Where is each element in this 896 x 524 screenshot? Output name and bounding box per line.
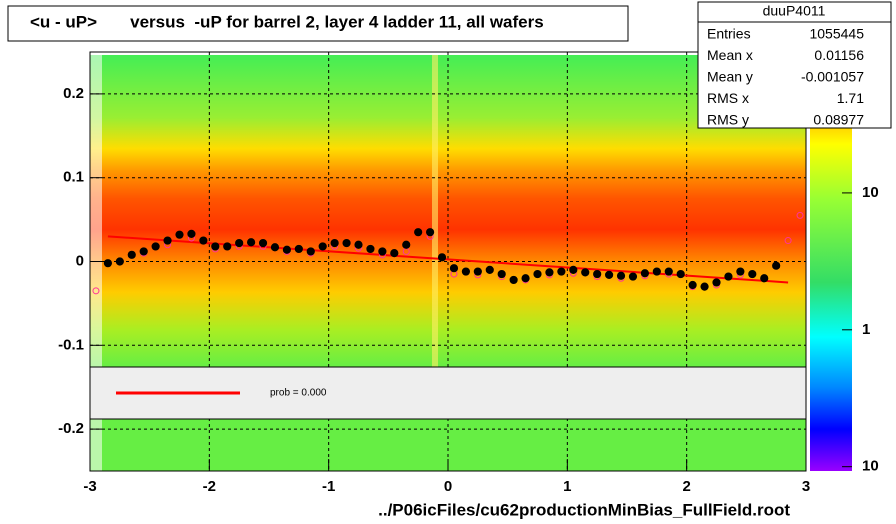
profile-open-point [784,237,792,245]
profile-point [545,268,554,277]
profile-point [318,242,327,251]
profile-point [390,249,399,258]
profile-point [676,269,685,279]
profile-point [187,229,196,238]
y-tick-label: 0 [76,252,84,269]
profile-point [282,245,291,254]
profile-point [342,238,351,248]
profile-point [688,280,697,290]
profile-point [581,268,590,277]
profile-point [640,269,650,278]
stats-name: duuP4011 [763,3,826,19]
z-tick-label: 10 [862,184,879,201]
profile-point [115,257,124,266]
profile-point [258,238,268,248]
profile-point [569,265,578,274]
profile-point [557,267,566,276]
profile-point [605,270,614,280]
stats-label: Entries [707,26,751,42]
heatmap-gap [432,55,438,367]
profile-point [533,269,542,279]
profile-point [437,253,447,262]
x-tick-label: 1 [563,478,571,495]
profile-point [151,242,160,251]
fit-line [107,235,789,284]
stats-label: RMS x [707,90,749,106]
x-tick-label: -1 [322,478,335,495]
profile-point [103,259,113,268]
profile-point [139,247,148,256]
profile-point [473,267,482,276]
fit-label: prob = 0.000 [270,388,327,399]
profile-point [449,264,459,273]
profile-point [664,267,673,276]
profile-point [461,267,470,276]
profile-point [199,236,208,245]
x-tick-label: -2 [203,478,216,495]
profile-point [772,261,781,270]
profile-point [712,278,721,287]
chart-title: <u - uP> versus -uP for barrel 2, layer … [30,12,544,31]
profile-point [247,238,256,247]
x-tick-label: 3 [802,478,810,495]
profile-point [414,228,423,237]
profile-point [700,282,709,291]
y-tick-label: 0.1 [63,169,84,186]
profile-point [760,274,769,283]
stats-label: Mean y [707,69,753,85]
profile-open-point [796,211,804,219]
profile-point [485,265,494,274]
profile-point [628,272,638,281]
y-tick-label: -0.1 [58,336,84,353]
z-tick-label: 10 [862,458,879,475]
profile-point [163,236,172,245]
title-box [7,5,629,42]
x-tick-label: 0 [444,478,452,495]
profile-point [378,247,387,256]
stats-value: 1055445 [809,26,864,42]
profile-point [497,269,506,279]
profile-point [593,269,602,279]
profile-open-point [92,287,100,295]
x-tick-label: -3 [83,478,96,495]
profile-point [402,240,411,249]
profile-point [223,242,232,251]
profile-point [175,230,184,239]
profile-point [509,275,518,285]
y-tick-label: -0.2 [58,420,84,437]
profile-point [211,242,220,251]
stats-value: 0.08977 [813,112,864,128]
profile-point [270,243,280,252]
x-axis-label: ../P06icFiles/cu62productionMinBias_Full… [378,500,790,519]
profile-point [294,244,303,254]
stats-value: 0.01156 [814,47,864,63]
profile-point [366,244,375,254]
stats-value: 1.71 [837,90,864,106]
z-tick-label: 1 [862,321,870,338]
x-tick-label: 2 [682,478,690,495]
profile-point [354,240,363,249]
profile-point [652,267,661,276]
profile-point [306,247,315,256]
profile-point [330,238,339,248]
profile-point [724,272,733,281]
profile-point [426,228,435,237]
stats-label: RMS y [707,112,749,128]
y-tick-label: 0.2 [63,85,84,102]
profile-point [616,271,626,280]
stats-box [697,1,892,129]
profile-point [736,267,745,276]
stats-label: Mean x [707,47,753,63]
profile-point [235,238,244,248]
profile-point [127,250,136,259]
stats-value: -0.001057 [801,69,864,85]
profile-point [748,269,757,279]
profile-point [521,274,530,283]
